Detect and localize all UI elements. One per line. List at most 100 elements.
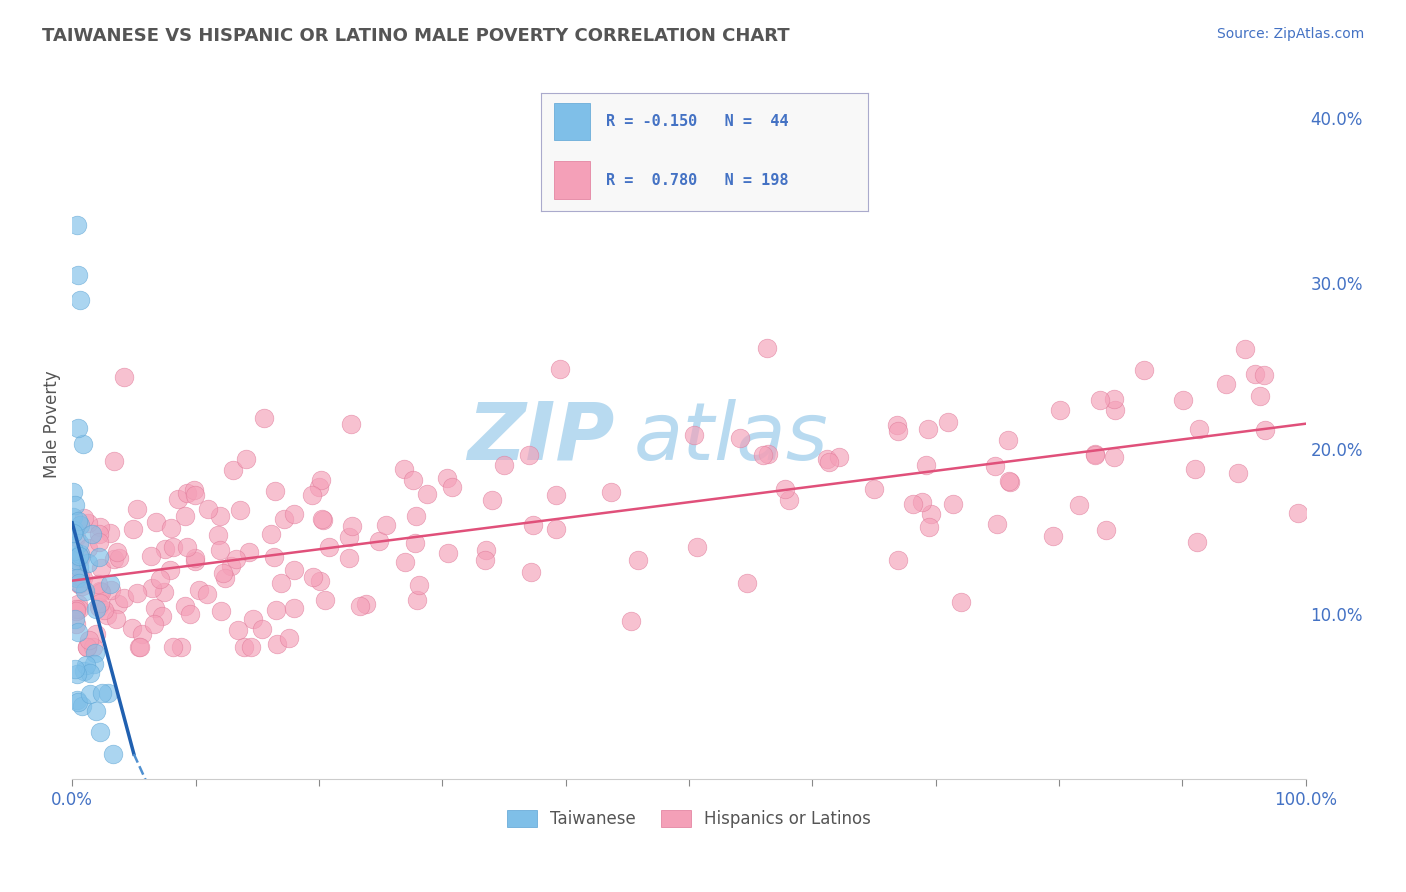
Point: [67, 549, 90, 563]
Point: [65, 604, 87, 618]
Point: [87, 527, 110, 541]
Point: [73, 664, 96, 678]
Point: [232, 640, 254, 654]
Point: [103, 552, 125, 566]
Point: [1049, 403, 1071, 417]
Point: [818, 455, 841, 469]
Point: [176, 485, 198, 500]
Point: [886, 417, 908, 432]
Point: [166, 492, 188, 507]
Point: [90, 686, 112, 700]
Point: [394, 555, 416, 569]
Point: [90, 584, 112, 599]
Point: [337, 551, 360, 566]
Point: [311, 511, 333, 525]
Point: [86, 577, 108, 591]
Point: [1254, 423, 1277, 437]
Point: [340, 417, 363, 432]
Point: [75, 658, 97, 673]
Point: [100, 582, 122, 597]
Point: [89, 584, 111, 599]
Point: [77, 633, 100, 648]
Point: [522, 517, 544, 532]
Point: [1069, 498, 1091, 512]
Point: [65, 530, 87, 544]
Point: [62, 523, 84, 537]
Point: [266, 603, 288, 617]
Point: [67, 421, 90, 435]
Point: [173, 509, 195, 524]
Point: [728, 431, 751, 445]
Point: [76, 640, 98, 654]
Y-axis label: Male Poverty: Male Poverty: [44, 370, 60, 477]
Point: [127, 585, 149, 599]
Point: [735, 576, 758, 591]
Point: [73, 584, 96, 599]
Point: [921, 507, 943, 521]
Point: [72, 579, 94, 593]
Point: [143, 601, 166, 615]
Point: [600, 484, 623, 499]
Point: [368, 534, 391, 549]
Point: [98, 525, 121, 540]
Point: [219, 558, 242, 573]
Point: [141, 581, 163, 595]
Point: [67, 560, 90, 574]
Point: [112, 370, 135, 384]
Point: [89, 520, 111, 534]
Point: [83, 657, 105, 671]
Point: [238, 545, 260, 559]
Point: [917, 422, 939, 436]
Point: [918, 520, 941, 534]
Point: [153, 541, 176, 556]
Point: [475, 543, 498, 558]
Point: [752, 448, 775, 462]
Point: [107, 597, 129, 611]
Point: [86, 627, 108, 641]
Point: [197, 502, 219, 516]
Point: [96, 608, 118, 623]
Point: [82, 640, 104, 654]
Point: [209, 604, 232, 618]
Point: [1104, 403, 1126, 417]
Point: [69, 547, 91, 561]
Point: [314, 593, 336, 607]
Point: [66, 571, 89, 585]
Point: [67, 625, 90, 640]
Text: ZIP: ZIP: [468, 399, 614, 477]
Point: [1000, 475, 1022, 490]
Point: [283, 507, 305, 521]
Point: [1233, 342, 1256, 356]
Point: [179, 607, 201, 622]
Point: [222, 462, 245, 476]
Point: [70, 698, 93, 713]
Point: [67, 597, 90, 611]
Point: [121, 522, 143, 536]
Point: [1084, 448, 1107, 462]
Point: [266, 637, 288, 651]
Point: [270, 576, 292, 591]
Point: [901, 497, 924, 511]
Point: [187, 582, 209, 597]
Point: [437, 546, 460, 560]
Point: [863, 482, 886, 496]
Point: [152, 584, 174, 599]
Point: [87, 535, 110, 549]
Point: [492, 458, 515, 473]
Point: [301, 488, 323, 502]
Point: [173, 599, 195, 613]
Point: [441, 479, 464, 493]
Point: [98, 577, 121, 591]
Point: [273, 511, 295, 525]
Point: [93, 603, 115, 617]
Point: [159, 520, 181, 534]
Point: [375, 518, 398, 533]
Point: [312, 513, 335, 527]
Point: [402, 473, 425, 487]
Point: [67, 602, 90, 616]
Point: [263, 549, 285, 564]
Point: [1187, 422, 1209, 436]
Point: [62, 526, 84, 541]
Point: [778, 493, 800, 508]
Point: [65, 617, 87, 632]
